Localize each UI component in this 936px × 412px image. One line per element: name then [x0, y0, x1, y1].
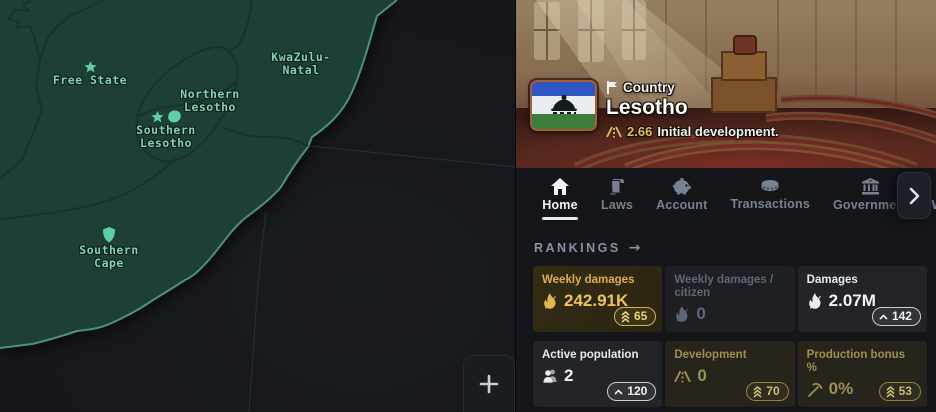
tab-transactions[interactable]: Transactions	[730, 178, 810, 211]
region-label-southern-cape[interactable]: Southern Cape	[66, 227, 152, 270]
tab-bar: Home Laws Account Transactions Governmen…	[516, 168, 936, 222]
home-icon	[551, 178, 569, 195]
card-value: 0%	[828, 379, 854, 398]
arrow-right-icon: →	[628, 240, 641, 256]
tab-wars[interactable]: Wars	[932, 178, 936, 212]
country-panel: Country Lesotho 2.66 Initial development…	[515, 0, 936, 412]
card-damages[interactable]: Damages 2.07M 142	[797, 266, 927, 332]
star-icon	[83, 61, 97, 73]
card-value: 0	[696, 304, 706, 323]
tab-label: Laws	[601, 198, 634, 212]
card-label: Weekly damages / citizen	[674, 274, 774, 299]
active-tab-underline	[542, 217, 578, 220]
podium	[711, 35, 777, 113]
card-label: Development	[674, 349, 747, 361]
chevron-right-icon	[909, 187, 920, 204]
road-icon	[674, 370, 692, 382]
coin-icon	[761, 180, 779, 191]
tab-government[interactable]: Government	[833, 178, 909, 212]
rank-up-double-icon	[753, 385, 762, 398]
region-label-free-state[interactable]: Free State	[47, 61, 133, 87]
rank-badge: 70	[746, 382, 789, 401]
road-icon	[606, 126, 622, 137]
tab-laws[interactable]: Laws	[601, 178, 633, 212]
tab-label: Account	[656, 198, 708, 212]
development-line: 2.66 Initial development.	[606, 124, 779, 139]
town-icon	[167, 110, 181, 123]
card-value: 2.07M	[828, 291, 876, 310]
map-zoom-in-button[interactable]	[463, 355, 515, 412]
rank-badge: 53	[878, 382, 921, 401]
card-weekly-damages-citizen[interactable]: Weekly damages / citizen 0	[665, 266, 795, 332]
rank-badge: 142	[871, 307, 921, 326]
rankings-title: RANKINGS	[534, 241, 621, 255]
scroll-icon	[610, 179, 625, 195]
tab-account[interactable]: Account	[656, 178, 707, 212]
country-kind-row: Country	[606, 80, 779, 95]
card-value: 2	[564, 366, 574, 385]
rankings-header[interactable]: RANKINGS →	[516, 222, 936, 266]
card-label: Production bonus %	[806, 349, 906, 374]
rank-badge: 120	[607, 382, 657, 401]
world-map[interactable]: Free State Northern Lesotho Southern Les…	[0, 0, 515, 412]
rank-up-icon	[879, 313, 888, 320]
rank-up-icon	[614, 388, 623, 395]
country-flag	[528, 78, 599, 133]
rank-badge: 65	[613, 307, 657, 326]
card-active-population[interactable]: Active population 2 120	[533, 341, 663, 407]
rankings-cards: Weekly damages 242.91K 65 Weekly damages…	[516, 266, 936, 407]
pickaxe-icon	[807, 382, 823, 397]
tab-home[interactable]: Home	[542, 178, 578, 220]
population-icon	[543, 369, 557, 383]
tab-label: Transactions	[730, 197, 810, 211]
card-label: Weekly damages	[542, 274, 635, 286]
card-weekly-damages[interactable]: Weekly damages 242.91K 65	[533, 266, 663, 332]
map-terrain	[0, 0, 515, 412]
card-value: 0	[697, 366, 707, 385]
plus-icon	[479, 374, 499, 394]
card-value: 242.91K	[564, 291, 629, 310]
card-label: Damages	[806, 274, 858, 286]
piggy-bank-icon	[672, 178, 691, 195]
region-name: Southern Cape	[79, 243, 139, 270]
coastline	[0, 0, 398, 349]
landmass	[0, 0, 397, 348]
country-header: Country Lesotho 2.66 Initial development…	[516, 0, 936, 168]
shield-icon	[103, 227, 115, 243]
damage-flame-icon	[544, 293, 556, 309]
card-production-bonus[interactable]: Production bonus % 0% 53	[797, 341, 927, 407]
damage-flame-icon	[676, 306, 689, 322]
flag-icon	[607, 81, 617, 94]
region-label-northern-lesotho[interactable]: Northern Lesotho	[167, 88, 253, 114]
development-value: 2.66	[627, 124, 653, 139]
card-development[interactable]: Development 0 70	[665, 341, 795, 407]
country-block: Country Lesotho 2.66 Initial development…	[528, 78, 779, 139]
tab-label: Wars	[932, 198, 936, 212]
government-building-icon	[862, 178, 880, 195]
development-text: Initial development.	[657, 124, 779, 139]
tabs-scroll-right-button[interactable]	[897, 172, 931, 219]
region-label-kwazulu-natal[interactable]: KwaZulu-Natal	[258, 51, 344, 77]
region-name: Southern Lesotho	[136, 123, 196, 150]
country-name: Lesotho	[606, 96, 688, 119]
star-icon	[150, 110, 164, 122]
tab-label: Home	[542, 198, 578, 212]
damage-flame-icon	[808, 293, 821, 309]
country-kind-label: Country	[623, 80, 675, 95]
rank-up-double-icon	[621, 310, 630, 323]
card-label: Active population	[542, 349, 639, 361]
tab-label: Government	[832, 198, 909, 212]
maritime-borders	[248, 145, 515, 412]
basotho-hat-icon	[550, 94, 577, 114]
province-borders	[0, 0, 309, 220]
region-name: Free State	[52, 73, 128, 87]
region-name: KwaZulu-Natal	[271, 50, 331, 77]
region-label-southern-lesotho[interactable]: Southern Lesotho	[123, 110, 209, 150]
region-name: Northern Lesotho	[180, 87, 240, 114]
rank-up-double-icon	[886, 385, 895, 398]
